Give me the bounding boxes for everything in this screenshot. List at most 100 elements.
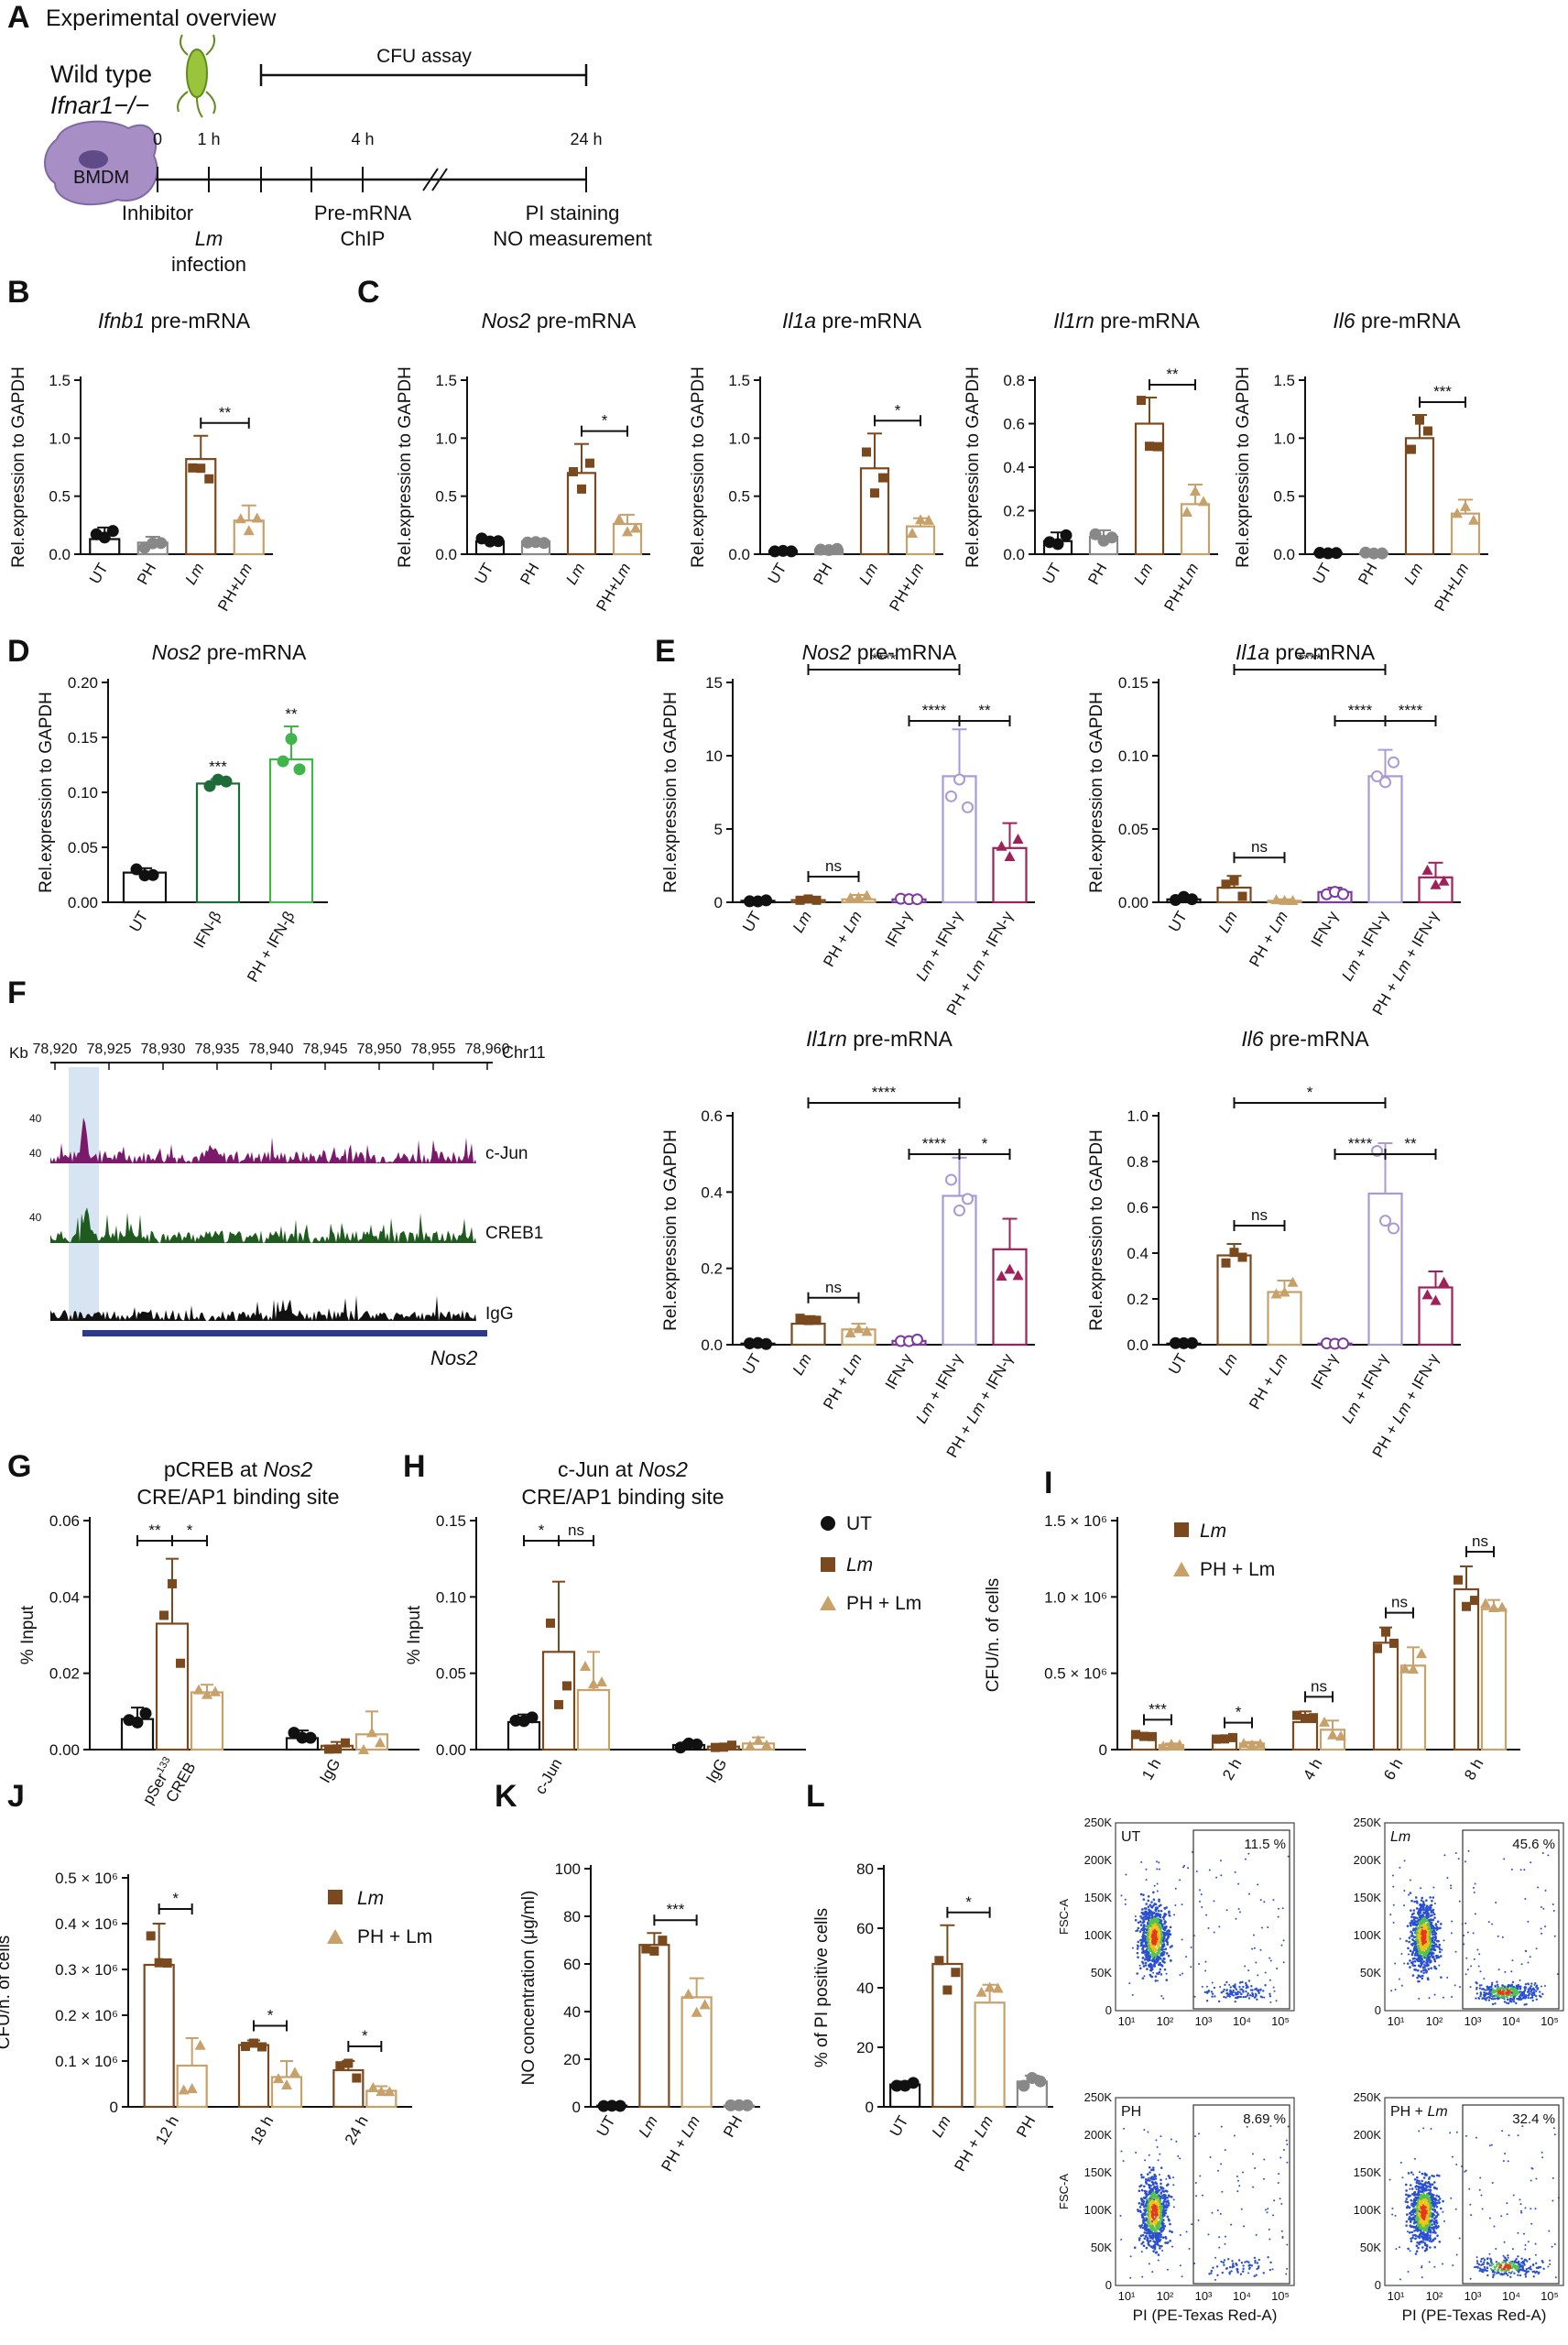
flow-event — [1418, 2242, 1421, 2246]
flow-event — [1150, 2187, 1153, 2191]
data-point — [861, 1325, 873, 1336]
track-scale-cjun: 40 — [29, 1112, 42, 1125]
flow-event — [1145, 1907, 1148, 1910]
flow-event — [1149, 2171, 1151, 2174]
flow-event — [1216, 2274, 1219, 2276]
data-point — [785, 545, 798, 558]
flow-event — [1145, 2231, 1149, 2235]
flow-event — [1478, 1987, 1482, 1990]
data-point — [1012, 1270, 1024, 1281]
data-point — [577, 484, 586, 494]
flow-event — [1208, 2273, 1211, 2275]
flow-event — [1399, 1937, 1401, 1940]
flow-event — [1419, 1941, 1422, 1944]
flow-event — [1417, 2224, 1420, 2228]
flow-event — [1539, 1991, 1541, 1993]
flow-event — [1221, 2190, 1224, 2193]
flow-event — [1443, 1854, 1446, 1857]
flow-event — [1451, 1920, 1454, 1923]
flow-event — [1474, 1913, 1476, 1915]
flow-event — [1421, 1955, 1424, 1958]
y-tick-label: 0.5 — [728, 488, 750, 506]
flow-event — [1143, 1913, 1146, 1915]
flow-event — [1163, 1936, 1166, 1940]
flow-event — [1156, 1953, 1160, 1956]
flow-event — [1409, 1879, 1411, 1881]
flow-event — [1160, 2209, 1162, 2213]
flow-event — [1437, 2195, 1441, 2198]
flow-event — [1399, 1866, 1401, 1869]
flow-event — [1416, 2208, 1420, 2210]
bar-phlm — [1267, 1291, 1302, 1347]
flow-event — [1160, 2235, 1163, 2239]
flow-event — [1153, 1884, 1156, 1887]
genomic-coordinate-ticks: 78,920 78,925 78,930 78,935 78,940 78,945 78,9… — [33, 1042, 510, 1070]
flow-condition-label: UT — [1121, 1829, 1141, 1845]
cjun-signal-track — [50, 1118, 476, 1163]
flow-event — [1156, 1917, 1160, 1921]
flow-event — [1160, 1948, 1164, 1952]
flow-event — [1151, 1966, 1154, 1969]
y-tick-label: 0.5 — [49, 488, 71, 506]
flow-event — [1155, 2251, 1159, 2253]
x-tick-label: 24 h — [342, 2113, 372, 2148]
flow-event — [1419, 1903, 1421, 1906]
flow-event — [1154, 2230, 1158, 2233]
significance-star: *** — [209, 758, 227, 776]
y-tick-label: 0.5 — [435, 488, 457, 506]
flow-event — [1540, 1905, 1542, 1908]
flow-event — [1253, 2256, 1257, 2260]
data-point — [204, 474, 214, 484]
flow-x-tick: 10¹ — [1388, 2014, 1405, 2028]
flow-event — [1496, 1983, 1499, 1987]
flow-event — [1162, 2190, 1166, 2193]
track-scale-creb1: 40 — [29, 1211, 42, 1224]
bmdm-label: BMDM — [73, 168, 129, 188]
flow-event — [1436, 1920, 1440, 1924]
x-tick-label: IFN-γ — [882, 908, 916, 950]
flow-event — [1432, 2205, 1436, 2209]
flow-event — [1425, 2187, 1428, 2189]
flow-event — [1488, 1994, 1492, 1997]
flow-event — [1490, 1981, 1494, 1985]
flow-event — [1433, 1938, 1437, 1942]
data-point — [760, 1337, 772, 1350]
flow-event — [1205, 1985, 1208, 1988]
legend-i-phlm: PH + Lm — [1200, 1559, 1275, 1580]
flow-event — [1433, 1933, 1436, 1936]
data-point — [614, 2100, 626, 2112]
flow-event — [1242, 1985, 1245, 1989]
flow-event — [1275, 2000, 1278, 2002]
panel-letter-c: C — [357, 275, 380, 310]
flow-event — [1413, 1957, 1416, 1960]
bar-lm — [237, 2044, 270, 2109]
flow-y-tick: 0 — [1105, 2003, 1112, 2017]
flow-event — [1222, 2261, 1225, 2264]
flow-event — [1148, 2165, 1151, 2169]
data-point — [1186, 893, 1198, 906]
flow-event — [1479, 1991, 1482, 1993]
flow-event — [1149, 1912, 1152, 1914]
y-tick-label: 10 — [705, 747, 723, 765]
flow-event — [1152, 2177, 1156, 2181]
flow-event — [1280, 2230, 1283, 2232]
flow-event — [1148, 2154, 1150, 2156]
flow-event — [1212, 2266, 1214, 2269]
flow-event — [1428, 1936, 1432, 1938]
significance-label: * — [172, 1890, 179, 1907]
flow-event — [1145, 2220, 1148, 2222]
pi-staining-label: PI staining — [526, 202, 620, 224]
data-point — [1460, 500, 1471, 511]
flow-event — [1179, 2233, 1181, 2236]
flow-event — [1410, 1899, 1413, 1903]
flow-event — [1420, 2199, 1423, 2203]
flow-event — [1524, 1983, 1528, 1986]
flow-event — [1419, 1922, 1422, 1925]
flow-event — [1413, 2194, 1416, 2197]
flow-event — [1160, 2178, 1162, 2182]
flow-event — [1254, 2259, 1257, 2263]
x-tick-label: Lm — [789, 909, 815, 936]
data-point — [1270, 1288, 1282, 1299]
